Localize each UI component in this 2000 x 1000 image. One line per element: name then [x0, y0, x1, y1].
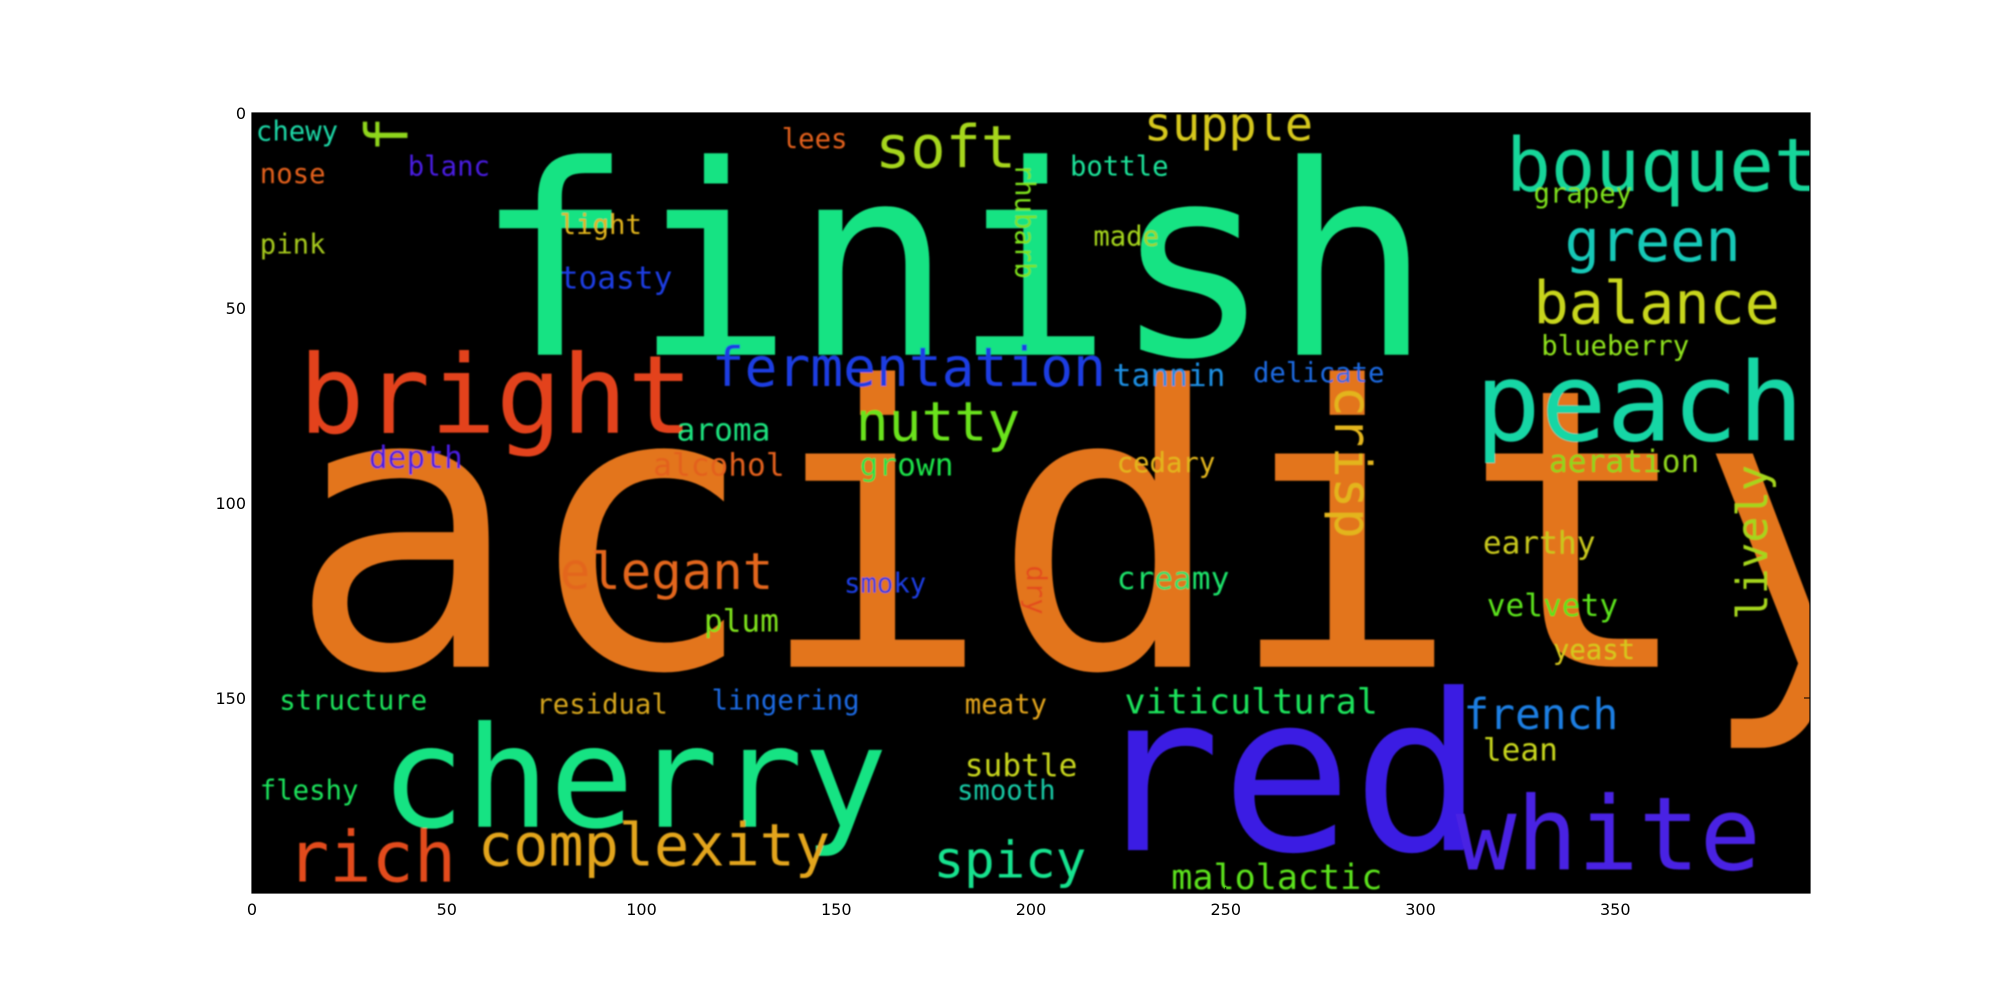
word-bouquet: bouquet: [1506, 123, 1818, 209]
word-red: red: [1089, 647, 1483, 902]
x-tick-label: 200: [1016, 900, 1047, 919]
word-bottle: bottle: [1070, 151, 1169, 182]
word-fleshy: fleshy: [260, 775, 359, 806]
word-balance: balance: [1533, 270, 1780, 338]
word-light: light: [560, 210, 642, 241]
word-lees: lees: [782, 124, 848, 155]
word-toasty: toasty: [560, 261, 673, 297]
word-viticultural: viticultural: [1124, 682, 1377, 723]
word-blueberry: blueberry: [1541, 331, 1689, 362]
word-plum: plum: [704, 604, 779, 640]
word-grown: grown: [860, 448, 954, 484]
word-white: white: [1456, 776, 1761, 894]
word-soft: soft: [875, 114, 1016, 182]
y-tick-label: 0: [236, 104, 246, 123]
word-cedary: cedary: [1117, 448, 1216, 479]
word-velvety: velvety: [1487, 588, 1618, 624]
word-elegant: elegant: [560, 542, 774, 601]
word-fresh: fresh: [354, 0, 422, 152]
x-tick-label: 100: [626, 900, 657, 919]
word-grapey: grapey: [1533, 179, 1632, 210]
word-depth: depth: [369, 440, 463, 476]
word-yeast: yeast: [1553, 635, 1635, 666]
word-dry: dry: [1020, 565, 1051, 614]
word-complexity: complexity: [478, 812, 830, 880]
word-green: green: [1565, 207, 1741, 275]
word-fermentation: fermentation: [712, 335, 1106, 399]
word-nose: nose: [260, 159, 326, 190]
word-peach: peach: [1475, 340, 1804, 467]
word-chewy: chewy: [256, 116, 338, 147]
word-residual: residual: [536, 690, 667, 721]
word-aroma: aroma: [677, 413, 771, 449]
word-pink: pink: [260, 229, 326, 260]
word-malolactic: malolactic: [1171, 857, 1382, 898]
x-tick-label: 50: [437, 900, 457, 919]
word-blanc: blanc: [408, 151, 490, 182]
word-tannin: tannin: [1113, 358, 1226, 394]
word-earthy: earthy: [1483, 526, 1596, 562]
x-tick-label: 250: [1210, 900, 1241, 919]
word-delicate: delicate: [1253, 358, 1384, 389]
word-lingering: lingering: [712, 686, 860, 717]
word-nutty: nutty: [856, 390, 1020, 454]
word-alcohol: alcohol: [653, 448, 784, 484]
word-cherry: cherry: [381, 698, 888, 861]
y-tick-label: 100: [215, 494, 246, 513]
word-spicy: spicy: [934, 830, 1087, 889]
word-aeration: aeration: [1549, 444, 1699, 480]
word-creamy: creamy: [1117, 561, 1230, 597]
word-rhubarb: rhubarb: [1008, 164, 1039, 279]
word-lean: lean: [1483, 732, 1558, 768]
word-made: made: [1093, 222, 1159, 253]
x-tick-label: 350: [1600, 900, 1631, 919]
x-axis: 0 50 100 150 200 250 300 350: [247, 113, 1631, 919]
x-tick-label: 300: [1405, 900, 1436, 919]
word-meaty: meaty: [965, 690, 1047, 721]
word-subtle: subtle: [965, 748, 1078, 784]
word-lively: lively: [1728, 465, 1778, 620]
x-tick-label: 150: [821, 900, 852, 919]
plot-area: [252, 113, 1810, 893]
word-french: french: [1463, 690, 1618, 740]
word-finish: finish: [474, 109, 1432, 418]
word-rich: rich: [287, 816, 456, 898]
word-crisp: crisp: [1323, 386, 1382, 539]
word-smooth: smooth: [957, 775, 1056, 806]
word-acidity: acidity: [287, 305, 1931, 759]
y-tick-label: 50: [226, 299, 246, 318]
x-tick-label: 0: [247, 900, 257, 919]
y-tick-label: 150: [215, 689, 246, 708]
y-axis: 0 50 100 150: [215, 104, 1810, 708]
word-supple: supple: [1144, 98, 1313, 152]
word-bright: bright: [299, 332, 693, 459]
word-structure: structure: [279, 686, 427, 717]
word-smoky: smoky: [844, 569, 926, 600]
